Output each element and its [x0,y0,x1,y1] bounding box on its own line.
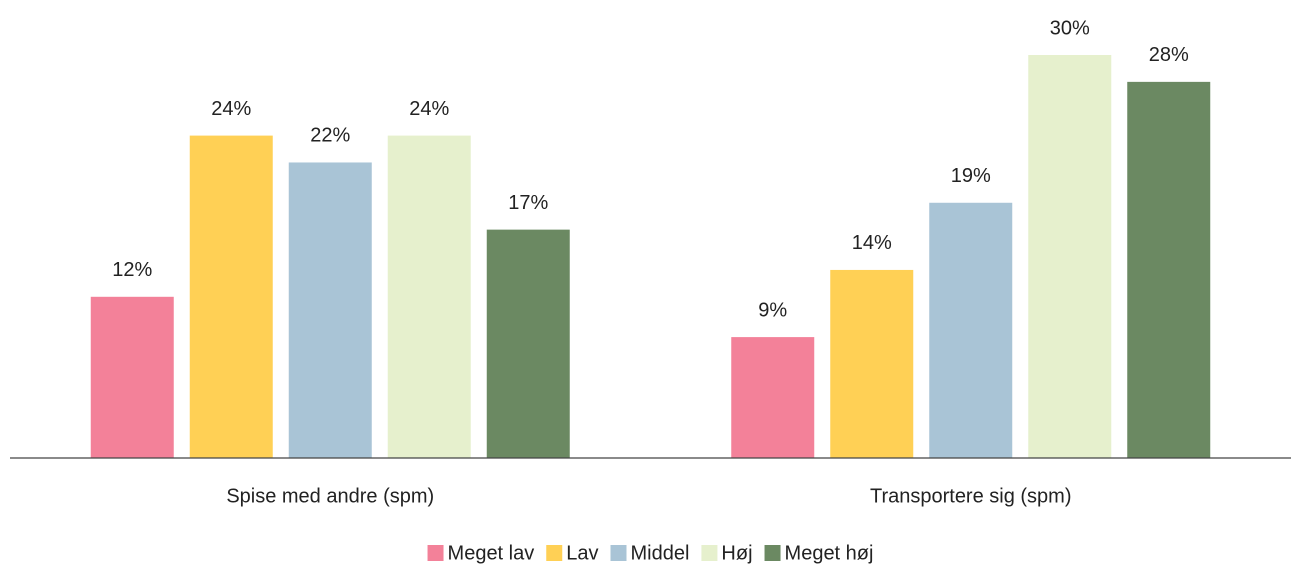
value-label: 17% [508,192,548,214]
bar [929,202,1013,458]
value-label: 12% [112,259,152,281]
bar [90,296,174,458]
bar [1127,81,1211,458]
legend-label: Høj [721,542,752,564]
bar [189,135,273,458]
value-label: 22% [310,125,350,147]
x-tick-label: Transportere sig (spm) [870,485,1072,507]
bar [387,135,471,458]
bar [1028,55,1112,458]
legend-swatch [427,545,444,561]
x-tick-label: Spise med andre (spm) [226,485,434,507]
bar [731,337,815,458]
bar [830,269,914,458]
value-label: 19% [951,165,991,187]
legend-swatch [701,545,718,561]
legend-label: Meget lav [448,542,535,564]
legend-swatch [610,545,627,561]
value-label: 28% [1149,44,1189,66]
value-label: 9% [758,299,787,321]
legend-label: Meget høj [785,542,874,564]
value-label: 24% [211,98,251,120]
bar [486,229,570,458]
value-label: 30% [1050,17,1090,39]
legend-label: Middel [631,542,690,564]
bar [288,162,372,458]
legend-swatch [764,545,781,561]
value-label: 24% [409,98,449,120]
value-label: 14% [852,232,892,254]
legend-swatch [546,545,563,561]
legend-label: Lav [566,542,598,564]
